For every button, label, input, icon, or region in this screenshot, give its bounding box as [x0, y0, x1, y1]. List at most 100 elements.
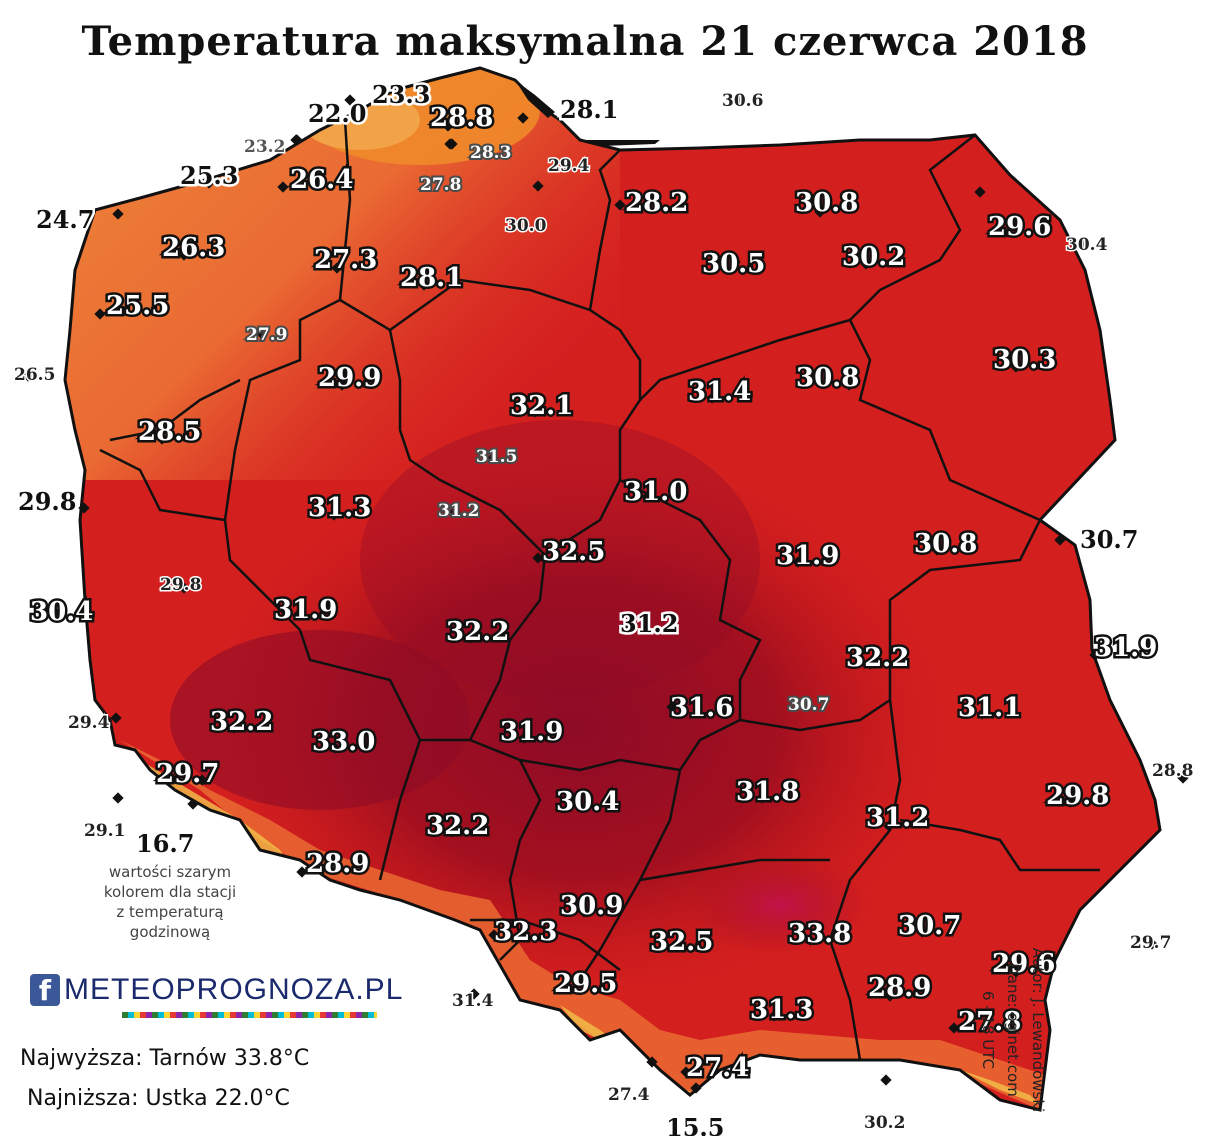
station-marker-icon	[112, 792, 124, 804]
station-marker-icon	[814, 206, 826, 218]
station-marker-icon	[729, 256, 741, 268]
station-temperature-label: 32.2	[446, 617, 509, 647]
station-temperature-label: 32.2	[426, 811, 489, 841]
station-temperature-label: 30.8	[914, 529, 977, 559]
station-temperature-label: 27.3	[314, 245, 377, 275]
station-marker-icon	[328, 509, 340, 521]
station-temperature-label: 30.8	[795, 188, 858, 218]
station-temperature-label: 30.4	[1066, 235, 1108, 255]
station-marker-icon	[614, 199, 626, 211]
station-marker-icon	[532, 552, 544, 564]
station-temperature-label: 32.1	[510, 391, 573, 421]
station-marker-icon	[578, 906, 590, 918]
logo-color-bar	[122, 1012, 377, 1018]
station-marker-icon	[296, 866, 308, 878]
station-temperature-label: 30.4	[556, 787, 619, 817]
station-marker-icon	[178, 249, 190, 261]
station-marker-icon	[52, 608, 64, 620]
summary-max: Najwyższa: Tarnów 33.8°C	[20, 1046, 310, 1071]
logo-text: METEOPROGNOZA.PL	[64, 973, 404, 1006]
station-temperature-label: 30.2	[842, 242, 905, 272]
station-marker-icon	[187, 798, 199, 810]
station-temperature-label: 24.7	[36, 205, 94, 234]
station-temperature-label: 28.8	[1152, 761, 1193, 781]
station-temperature-label: 30.5	[702, 249, 765, 279]
station-temperature-label: 25.3	[180, 161, 238, 190]
station-marker-icon	[883, 820, 895, 832]
station-temperature-label: 28.2	[625, 188, 688, 218]
station-temperature-label: 29.8	[18, 487, 76, 516]
station-marker-icon	[203, 177, 215, 189]
station-marker-icon	[156, 433, 168, 445]
station-temperature-label: 29.7	[156, 759, 219, 789]
station-marker-icon	[690, 1082, 702, 1094]
station-marker-icon	[582, 790, 594, 802]
station-temperature-label: 31.5	[476, 447, 517, 467]
station-marker-icon	[641, 491, 653, 503]
station-marker-icon	[680, 1066, 692, 1078]
vistula-spit	[580, 140, 660, 146]
station-temperature-label: 33.0	[312, 727, 375, 757]
station-marker-icon	[529, 406, 541, 418]
station-temperature-label: 26.3	[162, 233, 225, 263]
station-temperature-label: 25.5	[106, 291, 169, 321]
station-marker-icon	[931, 544, 943, 556]
station-marker-icon	[532, 180, 544, 192]
station-marker-icon	[1010, 361, 1022, 373]
station-temperature-label: 27.8	[420, 175, 461, 195]
station-temperature-label: 28.8	[430, 103, 493, 133]
station-temperature-label: 28.5	[138, 417, 201, 447]
station-marker-icon	[1054, 534, 1066, 546]
credits: Autor: J. Lewandowski Dane: oginet.com 6…	[970, 935, 1050, 1125]
facebook-icon[interactable]: f	[30, 974, 60, 1006]
station-marker-icon	[792, 556, 804, 568]
station-temperature-label: 22.0	[308, 99, 366, 128]
station-temperature-label: 28.1	[400, 263, 463, 293]
station-temperature-label: 30.4	[30, 597, 93, 627]
station-temperature-label: 23.2	[244, 137, 285, 157]
station-marker-icon	[706, 392, 718, 404]
station-temperature-label: 31.3	[750, 995, 813, 1025]
station-temperature-label: 31.0	[624, 477, 687, 507]
station-marker-icon	[1177, 772, 1189, 784]
station-marker-icon	[560, 160, 572, 172]
station-marker-icon	[1146, 938, 1158, 950]
credits-data: Dane: oginet.com	[1004, 963, 1022, 1097]
station-temperature-label: 31.2	[620, 609, 678, 638]
station-temperature-label: 31.4	[452, 991, 494, 1011]
station-marker-icon	[948, 1022, 960, 1034]
station-marker-icon	[487, 452, 499, 464]
station-marker-icon	[290, 134, 302, 146]
station-marker-icon	[756, 792, 768, 804]
station-temperature-label: 27.4	[608, 1085, 650, 1105]
gray-values-note: wartości szarym kolorem dla stacji z tem…	[80, 862, 260, 942]
credits-time: 6 - 18 UTC	[979, 990, 997, 1070]
station-temperature-label: 31.2	[866, 803, 929, 833]
station-marker-icon	[331, 262, 343, 274]
station-temperature-label: 32.5	[650, 927, 713, 957]
station-marker-icon	[446, 138, 458, 150]
station-temperature-label: 32.3	[494, 917, 557, 947]
station-temperature-label: 26.5	[14, 365, 55, 385]
station-temperature-label: 30.7	[788, 695, 829, 715]
meteoprognoza-logo[interactable]: f METEOPROGNOZA.PL	[30, 970, 403, 1010]
station-temperature-label: 30.7	[898, 911, 961, 941]
station-marker-icon	[618, 622, 630, 634]
station-marker-icon	[196, 774, 208, 786]
station-temperature-label: 29.4	[68, 713, 110, 733]
station-temperature-label: 30.2	[864, 1113, 905, 1133]
station-marker-icon	[329, 742, 341, 754]
station-marker-icon	[292, 609, 304, 621]
station-temperature-label: 28.1	[560, 95, 618, 124]
station-marker-icon	[1089, 649, 1101, 661]
station-marker-icon	[1076, 238, 1088, 250]
station-marker-icon	[577, 978, 589, 990]
summary-min: Najniższa: Ustka 22.0°C	[27, 1086, 290, 1111]
station-temperature-label: 31.9	[1094, 633, 1157, 663]
station-marker-icon	[178, 582, 190, 594]
station-marker-icon	[768, 1010, 780, 1022]
station-marker-icon	[884, 990, 896, 1002]
station-temperature-label: 27.9	[246, 325, 287, 345]
station-temperature-label: 32.5	[542, 537, 605, 567]
station-temperature-label: 23.3	[372, 80, 430, 109]
